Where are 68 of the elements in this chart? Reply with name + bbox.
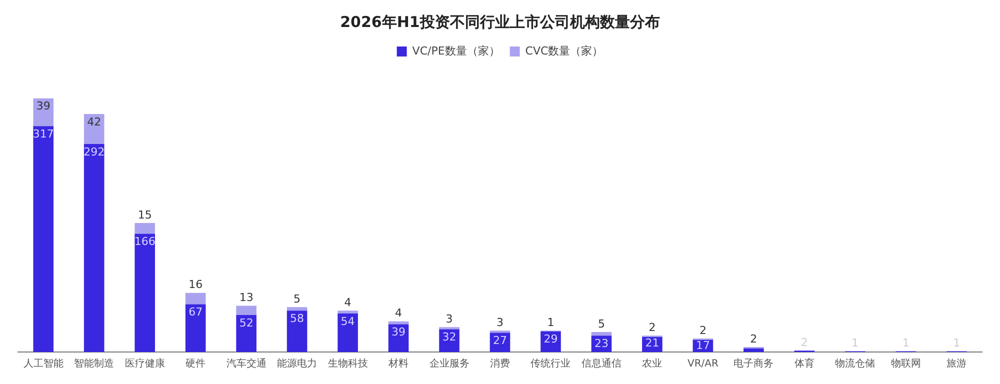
data-label: 52 — [239, 316, 254, 330]
chart-title: 2026年H1投资不同行业上市公司机构数量分布 — [340, 12, 660, 31]
x-tick-label: 旅游 — [946, 358, 967, 370]
data-label: 2 — [750, 332, 758, 346]
x-tick-label: 传统行业 — [530, 358, 571, 370]
x-tick-label: 生物科技 — [328, 358, 368, 370]
x-tick-label: 汽车交通 — [226, 358, 266, 370]
bar — [286, 307, 308, 311]
data-label: 13 — [239, 291, 254, 304]
x-tick-label: 消费 — [490, 358, 510, 370]
x-tick-label: 物流仓储 — [835, 358, 876, 370]
data-label: 15 — [138, 208, 152, 222]
bar — [33, 98, 54, 126]
bar — [185, 304, 206, 352]
data-label: 5 — [598, 317, 605, 330]
bar — [84, 114, 104, 144]
data-label: 3 — [446, 312, 453, 326]
data-label: 166 — [134, 235, 156, 248]
data-label: 54 — [340, 314, 355, 328]
x-tick-label: VR/AR — [687, 358, 718, 370]
data-label: 67 — [188, 306, 203, 319]
data-label: 32 — [442, 330, 456, 344]
data-label: 23 — [594, 336, 608, 350]
bar — [236, 306, 256, 315]
data-label: 42 — [87, 115, 102, 128]
data-label: 29 — [544, 332, 558, 346]
data-label: 2 — [648, 320, 656, 334]
bar — [439, 329, 460, 352]
data-label: 16 — [188, 278, 203, 292]
data-label: 292 — [84, 145, 105, 158]
data-label: 4 — [395, 306, 402, 320]
legend-label: CVC数量（家） — [525, 44, 604, 58]
data-label: 3 — [496, 316, 504, 329]
bar — [84, 144, 104, 352]
data-label: 317 — [32, 127, 54, 140]
data-label: 17 — [696, 339, 710, 352]
bar — [591, 332, 612, 336]
bar — [134, 234, 155, 352]
bar — [33, 126, 54, 352]
x-tick-label: 物联网 — [890, 358, 921, 370]
x-tick-label: 材料 — [388, 358, 409, 370]
x-tick-label: 农业 — [642, 358, 662, 370]
x-tick-label: 体育 — [794, 358, 814, 370]
data-label: 27 — [493, 334, 507, 348]
data-label: 4 — [344, 296, 352, 310]
data-label: 2 — [699, 324, 706, 337]
bar — [744, 348, 764, 352]
x-tick-label: 电子商务 — [734, 358, 774, 370]
legend-label: VC/PE数量（家） — [412, 44, 500, 58]
x-tick-label: 人工智能 — [23, 358, 64, 370]
data-label: 5 — [294, 292, 301, 306]
bar — [236, 314, 256, 352]
data-label: 21 — [645, 336, 660, 350]
data-label: 58 — [290, 312, 304, 326]
x-tick-label: 医疗健康 — [124, 358, 165, 370]
bar — [286, 310, 308, 352]
bar — [338, 310, 358, 314]
x-tick-label: 企业服务 — [429, 358, 470, 370]
x-tick-label: 智能制造 — [74, 358, 114, 370]
bar — [185, 292, 206, 304]
bar — [338, 314, 358, 352]
data-label: 1 — [547, 316, 554, 329]
x-tick-label: 信息通信 — [581, 358, 622, 370]
data-label: 39 — [36, 100, 50, 113]
x-tick-label: 能源电力 — [277, 358, 318, 370]
x-tick-label: 硬件 — [186, 358, 206, 370]
bar — [134, 223, 155, 234]
data-label: 39 — [392, 326, 406, 339]
